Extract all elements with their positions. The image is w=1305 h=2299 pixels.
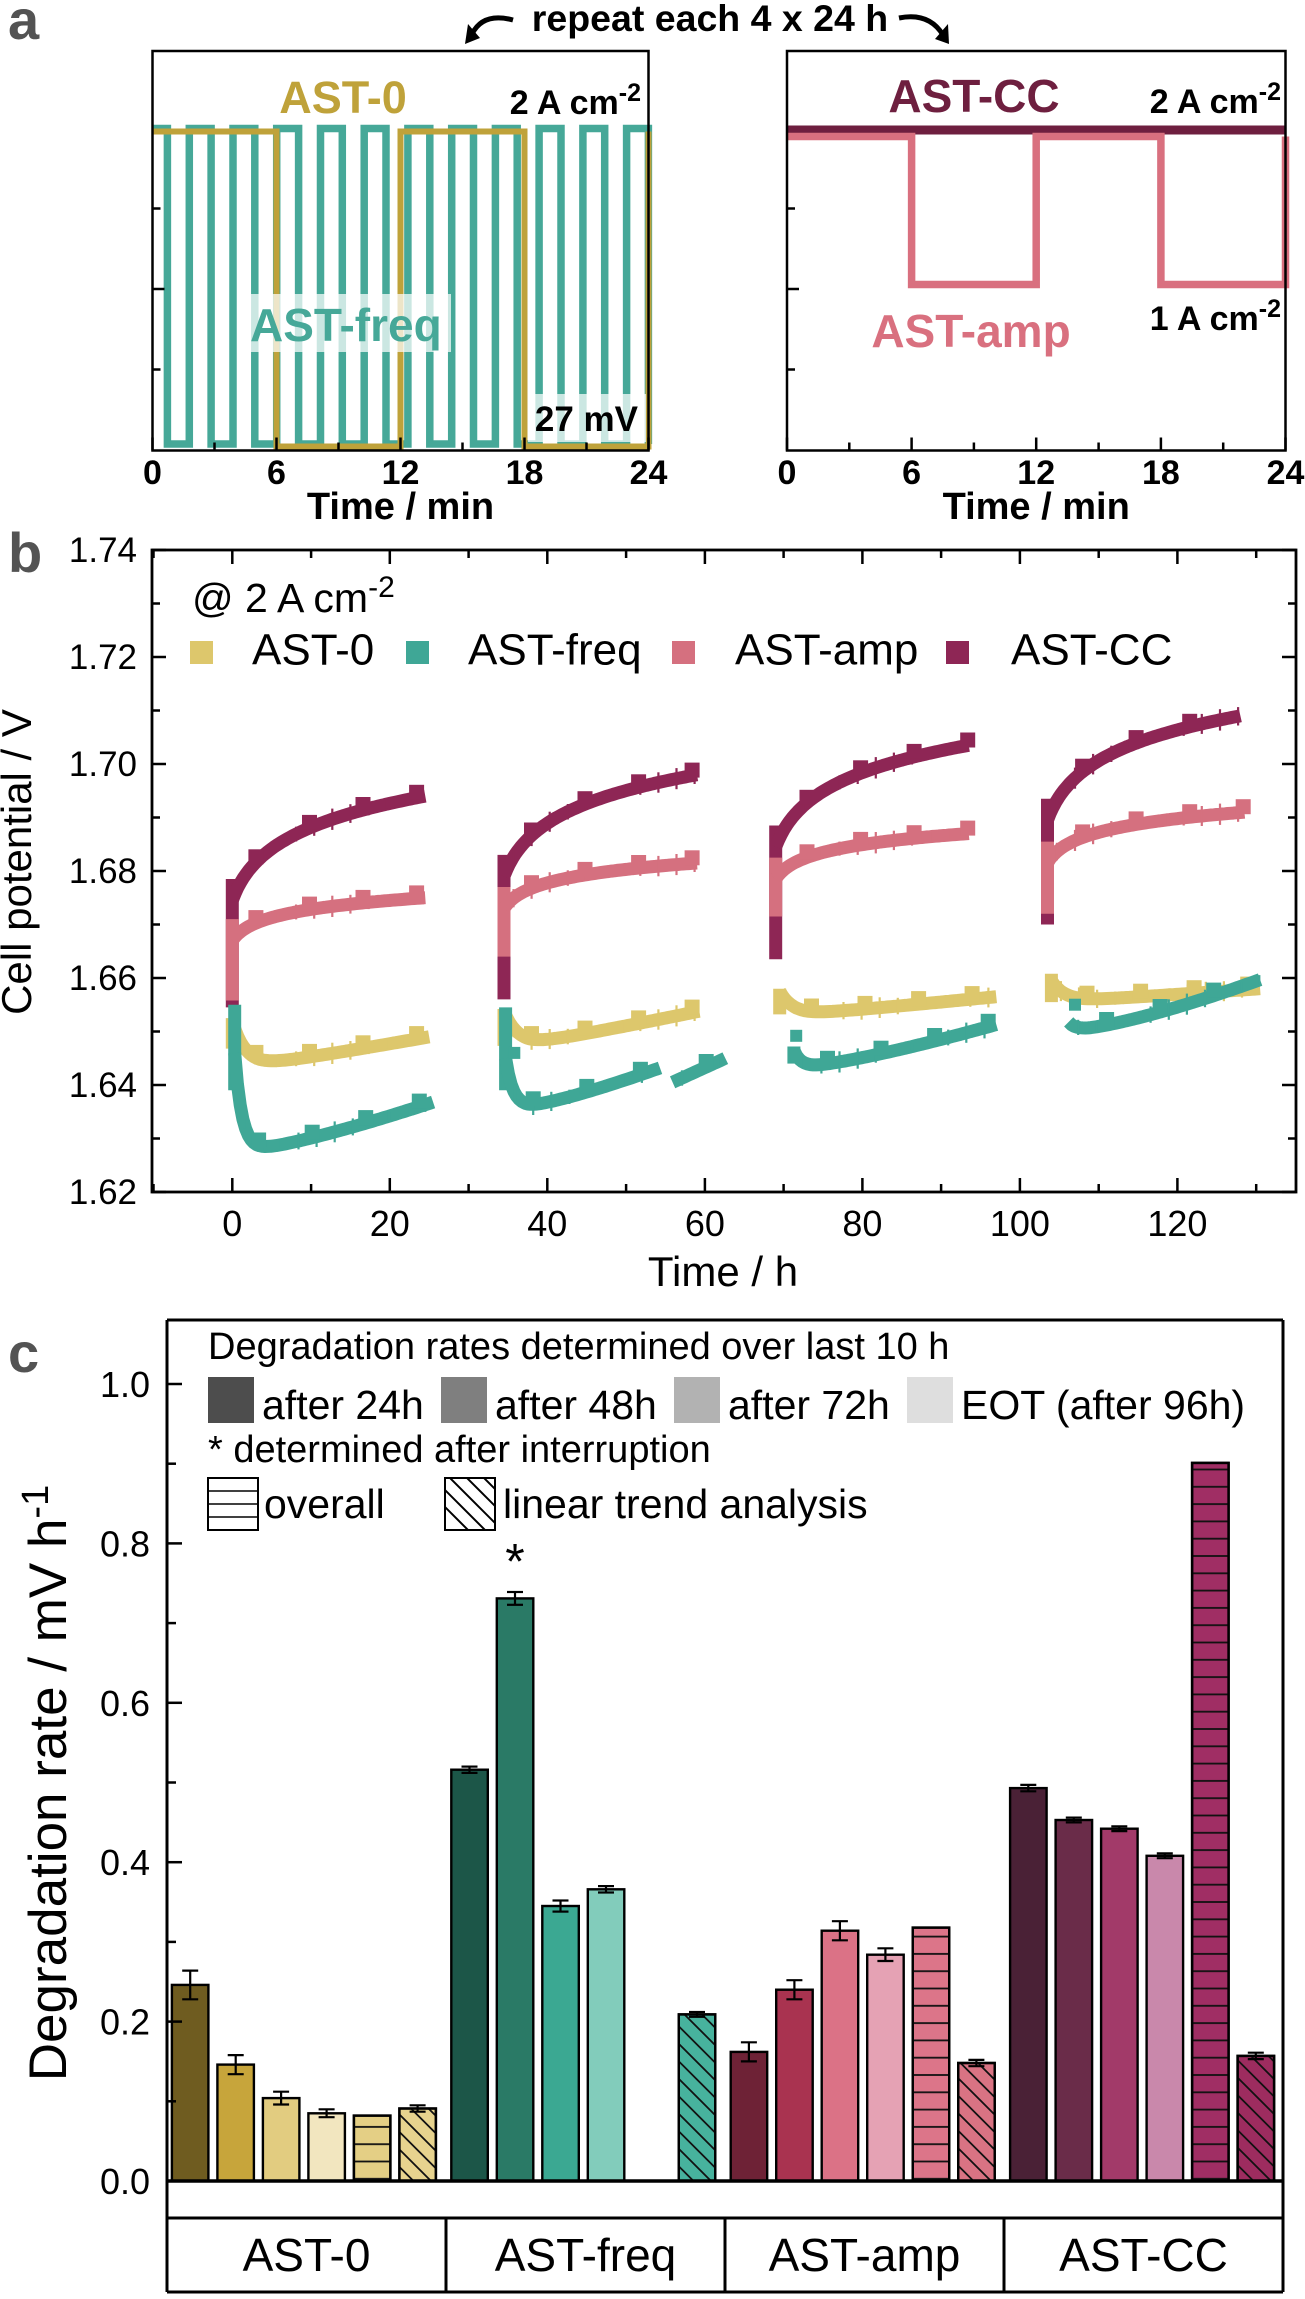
svg-text:80: 80 — [842, 1203, 882, 1244]
svg-text:after 48h: after 48h — [495, 1382, 657, 1428]
svg-text:24: 24 — [630, 454, 668, 492]
svg-text:0.2: 0.2 — [100, 2002, 150, 2043]
svg-text:AST-freq: AST-freq — [468, 626, 642, 675]
svg-text:1.74: 1.74 — [69, 531, 137, 570]
svg-text:20: 20 — [370, 1203, 410, 1244]
svg-text:0: 0 — [222, 1203, 242, 1244]
svg-text:1.68: 1.68 — [69, 852, 137, 891]
svg-text:AST-amp: AST-amp — [735, 626, 918, 675]
svg-text:40: 40 — [527, 1203, 567, 1244]
svg-text:* determined after interruptio: * determined after interruption — [208, 1429, 711, 1471]
svg-text:0.8: 0.8 — [100, 1523, 150, 1564]
svg-text:0: 0 — [778, 454, 797, 492]
svg-text:18: 18 — [506, 454, 544, 492]
svg-text:120: 120 — [1147, 1203, 1207, 1244]
svg-text:1.0: 1.0 — [100, 1364, 150, 1405]
svg-text:AST-freq: AST-freq — [250, 299, 442, 351]
svg-text:100: 100 — [990, 1203, 1050, 1244]
svg-text:Time / min: Time / min — [943, 486, 1130, 528]
svg-text:a: a — [8, 0, 40, 51]
svg-text:6: 6 — [902, 454, 921, 492]
svg-text:0.6: 0.6 — [100, 1683, 150, 1724]
svg-text:AST-0: AST-0 — [279, 72, 407, 123]
svg-text:1.66: 1.66 — [69, 959, 137, 998]
svg-text:0: 0 — [143, 454, 162, 492]
svg-text:6: 6 — [267, 454, 286, 492]
svg-text:1.70: 1.70 — [69, 745, 137, 784]
svg-text:b: b — [8, 521, 42, 584]
svg-text:AST-amp: AST-amp — [871, 305, 1070, 357]
svg-text:60: 60 — [685, 1203, 725, 1244]
svg-text:Cell potential / V: Cell potential / V — [0, 709, 40, 1015]
svg-text:*: * — [505, 1533, 524, 1589]
svg-text:1.62: 1.62 — [69, 1173, 137, 1212]
svg-text:AST-0: AST-0 — [243, 2229, 371, 2281]
svg-text:24: 24 — [1267, 454, 1305, 492]
svg-text:overall: overall — [264, 1481, 385, 1527]
svg-text:0.4: 0.4 — [100, 1842, 150, 1883]
svg-text:EOT (after 96h): EOT (after 96h) — [961, 1382, 1245, 1428]
svg-text:Degradation rate / mV h-1: Degradation rate / mV h-1 — [15, 1485, 78, 2081]
svg-text:1 A cm-2: 1 A cm-2 — [1150, 295, 1281, 338]
svg-text:18: 18 — [1142, 454, 1180, 492]
svg-text:Degradation rates determined o: Degradation rates determined over last 1… — [208, 1326, 949, 1368]
svg-text:AST-CC: AST-CC — [888, 70, 1059, 122]
svg-text:@ 2 A cm-2: @ 2 A cm-2 — [192, 571, 395, 621]
svg-text:1.72: 1.72 — [69, 638, 137, 677]
svg-text:AST-amp: AST-amp — [769, 2229, 961, 2281]
svg-text:27 mV: 27 mV — [535, 400, 639, 439]
svg-text:AST-CC: AST-CC — [1059, 2229, 1228, 2281]
svg-text:AST-0: AST-0 — [252, 626, 374, 675]
svg-text:c: c — [8, 1321, 39, 1384]
svg-text:after 72h: after 72h — [728, 1382, 890, 1428]
svg-text:1.64: 1.64 — [69, 1066, 137, 1105]
svg-text:after 24h: after 24h — [262, 1382, 424, 1428]
svg-text:AST-CC: AST-CC — [1011, 626, 1172, 675]
svg-text:linear trend analysis: linear trend analysis — [503, 1481, 868, 1527]
svg-text:AST-freq: AST-freq — [495, 2229, 677, 2281]
svg-text:12: 12 — [382, 454, 420, 492]
svg-text:12: 12 — [1017, 454, 1055, 492]
svg-text:Time / min: Time / min — [307, 486, 494, 528]
svg-text:0.0: 0.0 — [100, 2161, 150, 2202]
svg-text:repeat each 4 x 24 h: repeat each 4 x 24 h — [532, 0, 888, 39]
svg-text:Time / h: Time / h — [648, 1248, 798, 1295]
